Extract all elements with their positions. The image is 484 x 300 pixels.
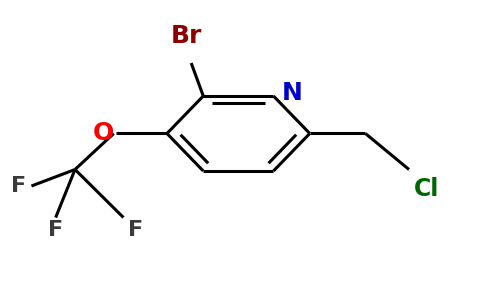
Text: Cl: Cl [414, 177, 439, 201]
Text: F: F [128, 220, 143, 241]
Text: F: F [12, 176, 27, 196]
Text: Br: Br [171, 24, 202, 48]
Text: F: F [48, 220, 63, 241]
Text: N: N [282, 81, 303, 105]
Text: O: O [92, 122, 114, 146]
